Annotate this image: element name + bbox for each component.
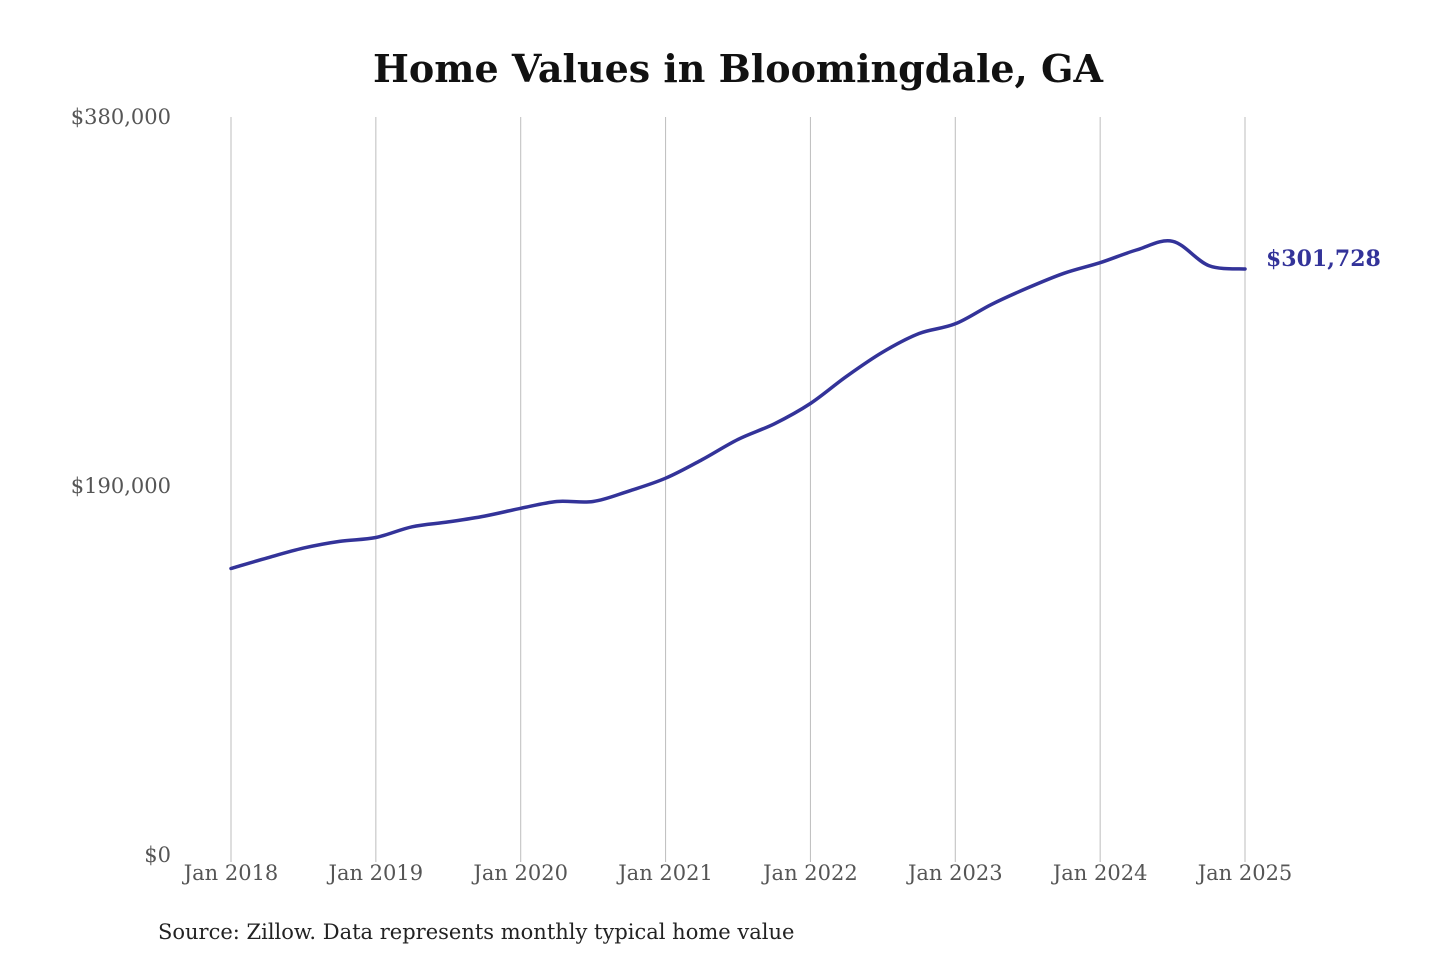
x-tick-label: Jan 2024 xyxy=(1051,861,1148,885)
y-tick-label: $190,000 xyxy=(71,474,171,498)
x-tick-label: Jan 2023 xyxy=(906,861,1003,885)
data-points xyxy=(229,239,1247,570)
y-tick-label: $380,000 xyxy=(71,105,171,129)
x-tick-label: Jan 2019 xyxy=(327,861,424,885)
x-tick-label: Jan 2021 xyxy=(616,861,713,885)
y-axis-tick-labels: $0 $190,000 $380,000 xyxy=(71,105,171,867)
x-tick-label: Jan 2022 xyxy=(761,861,858,885)
chart-title: Home Values in Bloomingdale, GA xyxy=(373,46,1103,91)
home-value-line xyxy=(229,239,1247,571)
x-tick-label: Jan 2025 xyxy=(1196,861,1293,885)
y-tick-label: $0 xyxy=(144,843,171,867)
vertical-gridlines xyxy=(230,117,1246,862)
x-axis-tick-labels: Jan 2018 Jan 2019 Jan 2020 Jan 2021 Jan 2022… xyxy=(182,861,1293,885)
source-note: Source: Zillow. Data represents monthly … xyxy=(158,920,794,944)
x-tick-label: Jan 2018 xyxy=(182,861,279,885)
latest-value-label: $301,728 xyxy=(1266,246,1381,272)
x-tick-label: Jan 2020 xyxy=(471,861,568,885)
